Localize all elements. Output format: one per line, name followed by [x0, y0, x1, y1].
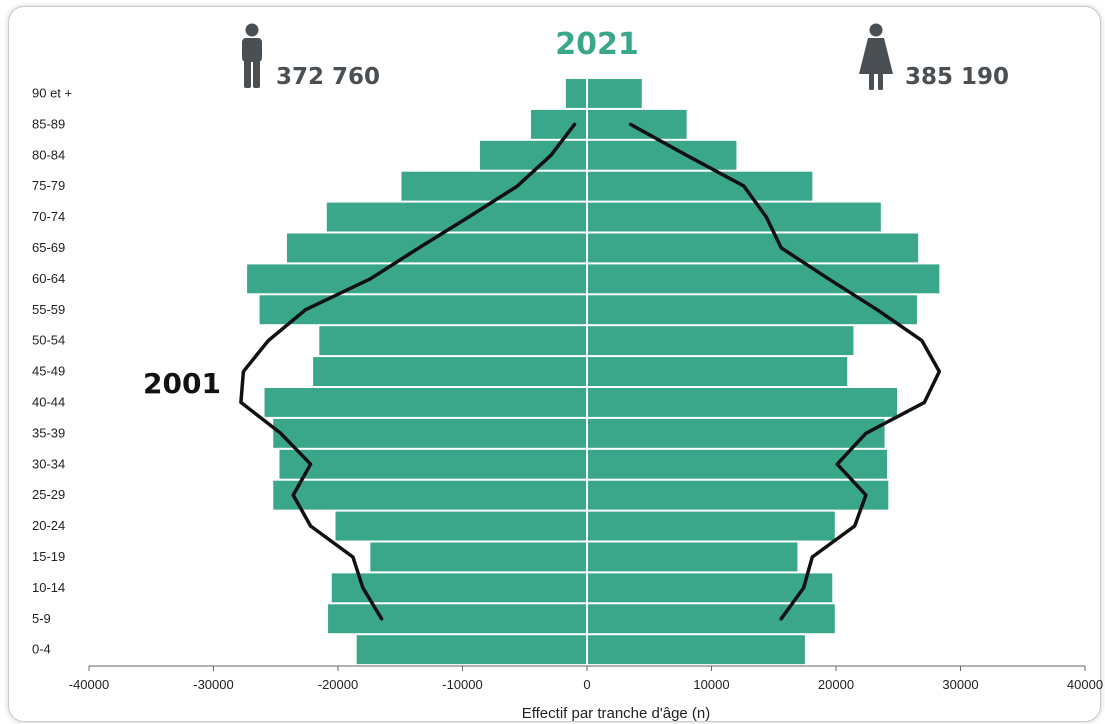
- male-bar-10-14: [331, 573, 587, 603]
- x-tick-label: 20000: [818, 677, 854, 692]
- y-tick-label: 5-9: [32, 611, 51, 626]
- male-bar-30-34: [279, 449, 587, 479]
- y-tick-label: 40-44: [32, 394, 65, 409]
- male-bar-85-89: [530, 109, 587, 139]
- female-bar-55-59: [587, 295, 917, 325]
- female-bar-45-49: [587, 357, 848, 386]
- y-tick-label: 0-4: [32, 642, 51, 657]
- x-axis: -40000 -30000 -20000 -10000 0 10000 20000 30000…: [69, 665, 1103, 692]
- y-tick-label: 75-79: [32, 178, 65, 193]
- woman-icon: [859, 23, 893, 90]
- y-tick-labels: 0-4 5-9 10-14 15-19 20-24 25-29 30-34 35-39 40-4…: [32, 85, 72, 656]
- female-bar-80-84: [587, 140, 737, 170]
- female-bar-30-34: [587, 449, 888, 479]
- y-tick-label: 25-29: [32, 487, 65, 502]
- female-bar-65-69: [587, 233, 919, 263]
- male-bar-50-54: [319, 326, 587, 356]
- x-tick-label: -40000: [69, 677, 109, 692]
- female-bar-70-74: [587, 202, 881, 232]
- y-tick-label: 30-34: [32, 456, 65, 471]
- bars-layer: [247, 79, 940, 665]
- female-bar-15-19: [587, 542, 798, 572]
- x-tick-label: 30000: [942, 677, 978, 692]
- male-bar-40-44: [264, 388, 587, 417]
- lines-layer: [239, 122, 942, 621]
- female-bar-20-24: [587, 511, 835, 541]
- male-bar-90-et-+: [565, 79, 587, 108]
- female-bar-0-4: [587, 635, 805, 665]
- y-tick-label: 90 et +: [32, 85, 72, 100]
- x-tick-label: -30000: [193, 677, 233, 692]
- y-tick-label: 55-59: [32, 302, 65, 317]
- female-bar-60-64: [587, 264, 940, 294]
- y-tick-label: 65-69: [32, 240, 65, 255]
- female-bar-50-54: [587, 326, 854, 356]
- chart-title: 2021: [555, 27, 639, 62]
- female-bar-10-14: [587, 573, 833, 603]
- y-tick-label: 20-24: [32, 518, 65, 533]
- x-axis-label: Effectif par tranche d'âge (n): [522, 705, 711, 722]
- annotation-2001: 2001: [143, 367, 221, 400]
- y-tick-label: 10-14: [32, 580, 65, 595]
- male-bar-20-24: [335, 511, 587, 541]
- female-bar-25-29: [587, 480, 889, 510]
- y-tick-label: 60-64: [32, 271, 65, 286]
- y-tick-label: 15-19: [32, 549, 65, 564]
- x-tick-label: 40000: [1067, 677, 1103, 692]
- female-bar-35-39: [587, 418, 885, 448]
- y-tick-label: 45-49: [32, 364, 65, 379]
- y-tick-label: 80-84: [32, 147, 65, 162]
- y-tick-label: 85-89: [32, 116, 65, 131]
- female-bar-5-9: [587, 604, 835, 634]
- y-tick-label: 70-74: [32, 209, 65, 224]
- male-bar-0-4: [356, 635, 587, 665]
- female-bar-40-44: [587, 388, 898, 417]
- female-bar-85-89: [587, 109, 687, 139]
- male-bar-25-29: [273, 480, 587, 510]
- x-tick-label: -10000: [442, 677, 482, 692]
- male-bar-35-39: [273, 418, 587, 448]
- x-tick-label: -20000: [318, 677, 358, 692]
- male-bar-70-74: [326, 202, 587, 232]
- male-bar-60-64: [247, 264, 588, 294]
- x-tick-label: 0: [583, 677, 590, 692]
- male-bar-75-79: [401, 171, 587, 201]
- man-icon: [242, 23, 262, 88]
- male-bar-45-49: [313, 357, 587, 386]
- female-bar-75-79: [587, 171, 813, 201]
- y-tick-label: 50-54: [32, 333, 65, 348]
- female-bar-90-et-+: [587, 79, 642, 108]
- y-tick-label: 35-39: [32, 425, 65, 440]
- male-total: 372 760: [276, 64, 380, 90]
- male-bar-5-9: [328, 604, 587, 634]
- male-bar-55-59: [259, 295, 587, 325]
- line-2001-men: [239, 122, 577, 621]
- male-bar-80-84: [479, 140, 587, 170]
- x-tick-label: 10000: [693, 677, 729, 692]
- female-total: 385 190: [905, 64, 1009, 90]
- line-2001-women: [628, 122, 942, 621]
- male-bar-15-19: [370, 542, 587, 572]
